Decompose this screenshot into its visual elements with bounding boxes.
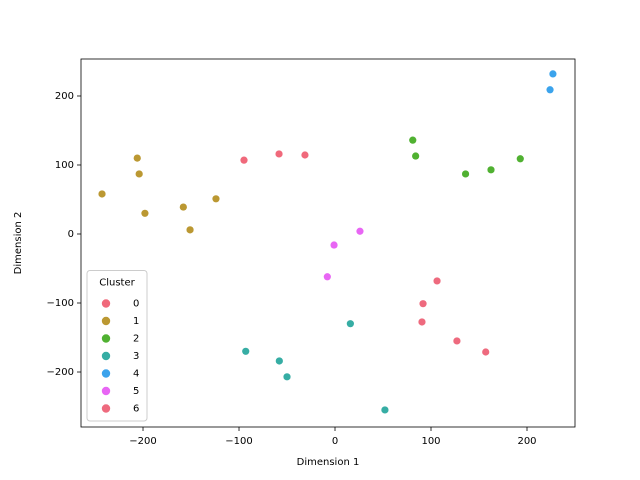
point xyxy=(275,150,283,158)
point xyxy=(433,277,441,285)
legend-marker xyxy=(101,404,111,413)
legend-marker xyxy=(101,369,111,378)
legend-label: 2 xyxy=(133,334,139,345)
point xyxy=(301,151,309,159)
point xyxy=(242,347,250,355)
point xyxy=(381,406,389,414)
point xyxy=(549,70,557,78)
point xyxy=(412,152,420,160)
legend-marker xyxy=(101,334,111,343)
legend-marker xyxy=(101,386,111,396)
point xyxy=(240,156,248,164)
legend-box xyxy=(86,270,148,422)
point xyxy=(487,166,495,174)
legend-label: 4 xyxy=(133,369,139,380)
legend-label: 6 xyxy=(133,404,139,415)
point xyxy=(356,227,364,235)
point xyxy=(323,273,331,281)
legend-title: Cluster xyxy=(99,278,135,289)
y-tick-label: −200 xyxy=(47,367,74,378)
x-tick-label: 200 xyxy=(517,436,536,447)
x-tick-label: 100 xyxy=(421,436,440,447)
point xyxy=(546,86,554,94)
legend-label: 5 xyxy=(133,386,139,397)
plot-frame xyxy=(80,58,576,428)
x-tick-label: −100 xyxy=(225,436,252,447)
x-tick-label: 0 xyxy=(332,436,338,447)
point xyxy=(186,226,194,234)
point xyxy=(275,357,283,365)
legend-marker xyxy=(101,351,111,361)
legend-label: 0 xyxy=(133,299,139,310)
point xyxy=(212,195,220,203)
y-tick-label: 200 xyxy=(55,91,74,102)
legend-marker xyxy=(101,316,111,326)
point xyxy=(330,241,338,249)
point xyxy=(418,318,426,326)
y-tick-label: 0 xyxy=(68,229,74,240)
point xyxy=(346,320,354,328)
legend-marker xyxy=(101,299,111,308)
point xyxy=(98,190,106,198)
point xyxy=(283,373,291,381)
point xyxy=(461,170,470,178)
point xyxy=(453,337,461,345)
point xyxy=(516,155,524,163)
point xyxy=(141,209,149,217)
point xyxy=(133,154,141,162)
legend-label: 3 xyxy=(133,351,139,362)
legend-label: 1 xyxy=(133,316,139,327)
point xyxy=(135,170,143,178)
point xyxy=(482,348,490,356)
x-axis-label: Dimension 1 xyxy=(297,457,360,468)
point xyxy=(179,203,187,211)
y-axis-label: Dimension 2 xyxy=(13,212,24,275)
point xyxy=(419,300,427,308)
y-tick-label: 100 xyxy=(55,160,74,171)
x-tick-label: −200 xyxy=(129,436,156,447)
point xyxy=(409,136,417,144)
y-tick-label: −100 xyxy=(47,298,74,309)
